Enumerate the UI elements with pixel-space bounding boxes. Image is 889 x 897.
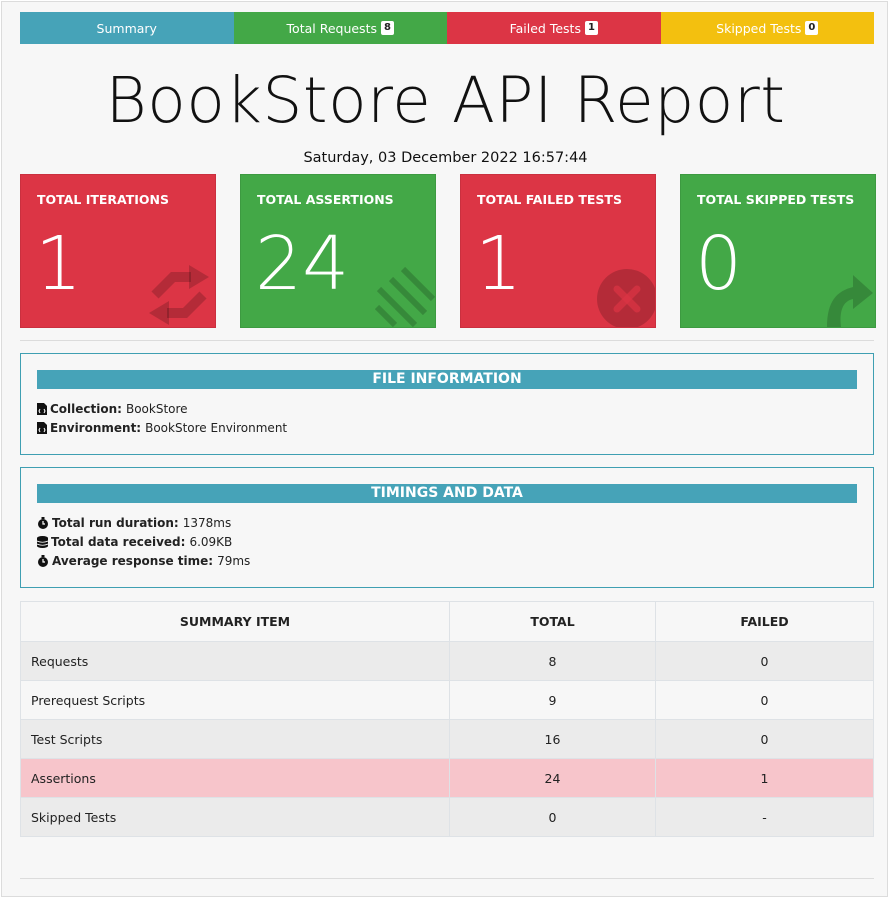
stopwatch-icon (38, 517, 48, 529)
duration-value: 1378ms (182, 516, 232, 530)
total-cell: 0 (449, 797, 656, 837)
average-response-row: Average response time: 79ms (37, 554, 250, 568)
total-cell: 16 (449, 719, 656, 759)
total-cell: 24 (449, 758, 656, 798)
data-received-value: 6.09KB (189, 535, 233, 549)
file-code-icon (37, 422, 47, 434)
report-date: Saturday, 03 December 2022 16:57:44 (303, 150, 588, 166)
summary-item-cell: Prerequest Scripts (20, 680, 450, 720)
card-label: TOTAL ASSERTIONS (257, 192, 394, 207)
duration-row: Total run duration: 1378ms (37, 516, 231, 530)
duration-label: Total run duration: (52, 516, 179, 530)
summary-item-cell: Assertions (20, 758, 450, 798)
average-response-value: 79ms (217, 554, 251, 568)
file-information-panel: FILE INFORMATION Collection: BookStore E… (20, 353, 874, 455)
share-arrow-icon (827, 275, 873, 327)
card-total-iterations: TOTAL ITERATIONS 1 (20, 174, 216, 328)
tab-failed-tests-label: Failed Tests (509, 20, 581, 36)
table-row: Test Scripts 16 0 (20, 719, 874, 759)
table-header-row: SUMMARY ITEM TOTAL FAILED (20, 601, 874, 642)
table-row: Assertions 24 1 (20, 758, 874, 798)
collection-row: Collection: BookStore (37, 402, 188, 416)
page-title: BookStore API Report (105, 64, 786, 137)
table-row: Requests 8 0 (20, 641, 874, 681)
card-total-skipped-tests: TOTAL SKIPPED TESTS 0 (680, 174, 876, 328)
tab-skipped-tests-badge: 0 (805, 21, 819, 35)
divider (20, 340, 874, 341)
file-code-icon (37, 403, 47, 415)
times-circle-icon (597, 269, 655, 327)
column-header-total: TOTAL (449, 601, 656, 642)
list-check-icon (375, 267, 435, 327)
summary-table: SUMMARY ITEM TOTAL FAILED Requests 8 0 P… (20, 601, 874, 837)
tab-failed-tests[interactable]: Failed Tests 1 (447, 12, 661, 44)
total-cell: 9 (449, 680, 656, 720)
card-label: TOTAL SKIPPED TESTS (697, 192, 855, 207)
average-response-label: Average response time: (52, 554, 214, 568)
database-icon (37, 536, 48, 548)
card-total-assertions: TOTAL ASSERTIONS 24 (240, 174, 436, 328)
timings-panel: TIMINGS AND DATA Total run duration: 137… (20, 467, 874, 588)
summary-item-cell: Requests (20, 641, 450, 681)
failed-cell: 0 (655, 680, 874, 720)
column-header-summary-item: SUMMARY ITEM (20, 601, 450, 642)
environment-label: Environment: (50, 421, 142, 435)
collection-value: BookStore (125, 402, 188, 416)
tab-total-requests[interactable]: Total Requests 8 (233, 12, 447, 44)
refresh-icon (149, 265, 209, 325)
panel-heading: FILE INFORMATION (37, 370, 857, 389)
tab-failed-tests-badge: 1 (584, 21, 598, 35)
card-value: 1 (35, 221, 83, 307)
environment-value: BookStore Environment (145, 421, 288, 435)
card-value: 0 (695, 221, 743, 307)
card-total-failed-tests: TOTAL FAILED TESTS 1 (460, 174, 656, 328)
summary-item-cell: Test Scripts (20, 719, 450, 759)
failed-cell: - (655, 797, 874, 837)
summary-item-cell: Skipped Tests (20, 797, 450, 837)
tab-skipped-tests-label: Skipped Tests (716, 20, 802, 36)
data-received-label: Total data received: (51, 535, 186, 549)
total-cell: 8 (449, 641, 656, 681)
stat-cards: TOTAL ITERATIONS 1 TOTAL ASSERTIONS 24 (20, 174, 876, 328)
collection-label: Collection: (50, 402, 122, 416)
tab-total-requests-badge: 8 (381, 21, 394, 35)
failed-cell: 0 (655, 641, 874, 681)
failed-cell: 0 (655, 719, 874, 759)
tab-total-requests-label: Total Requests (286, 20, 377, 36)
report-tabs: Summary Total Requests 8 Failed Tests 1 … (20, 12, 874, 44)
table-row: Prerequest Scripts 9 0 (20, 680, 874, 720)
environment-row: Environment: BookStore Environment (37, 421, 287, 435)
panel-heading: TIMINGS AND DATA (37, 484, 857, 503)
card-label: TOTAL FAILED TESTS (477, 192, 622, 207)
card-value: 1 (475, 221, 523, 307)
table-row: Skipped Tests 0 - (20, 797, 874, 837)
tab-summary-label: Summary (96, 20, 157, 36)
data-received-row: Total data received: 6.09KB (37, 535, 232, 549)
card-value: 24 (255, 221, 350, 307)
tab-skipped-tests[interactable]: Skipped Tests 0 (660, 12, 874, 44)
card-label: TOTAL ITERATIONS (37, 192, 170, 207)
column-header-failed: FAILED (655, 601, 874, 642)
tab-summary[interactable]: Summary (20, 12, 234, 44)
divider (20, 878, 874, 879)
stopwatch-icon (38, 555, 48, 567)
failed-cell: 1 (655, 758, 874, 798)
